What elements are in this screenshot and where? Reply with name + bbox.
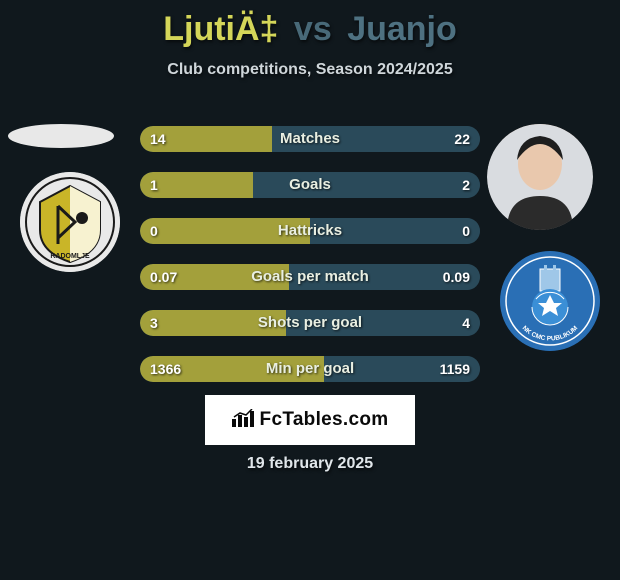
fctables-text: FcTables.com <box>260 409 389 431</box>
stat-bar-right <box>253 172 480 198</box>
player1-club-badge: RADOMLJE <box>20 172 120 272</box>
stat-bar-right <box>272 126 480 152</box>
stat-value-right: 1159 <box>440 356 470 382</box>
stat-bar-left <box>140 218 310 244</box>
stat-value-right: 0 <box>462 218 470 244</box>
stats-container: 1422Matches12Goals00Hattricks0.070.09Goa… <box>140 126 480 402</box>
player2-club-badge: NK CMC PUBLIKUM <box>500 251 600 351</box>
stat-value-left: 1366 <box>150 356 181 382</box>
stat-value-right: 2 <box>462 172 470 198</box>
stat-bar-right <box>310 218 480 244</box>
player2-avatar <box>487 124 593 230</box>
season-subtitle: Club competitions, Season 2024/2025 <box>0 61 620 79</box>
stat-row: 0.070.09Goals per match <box>140 264 480 290</box>
fctables-watermark: FcTables.com <box>205 395 415 445</box>
stat-value-right: 0.09 <box>443 264 470 290</box>
stat-value-right: 22 <box>454 126 470 152</box>
stat-value-left: 3 <box>150 310 158 336</box>
club2-badge-svg: NK CMC PUBLIKUM <box>500 251 600 351</box>
stat-row: 13661159Min per goal <box>140 356 480 382</box>
snapshot-date: 19 february 2025 <box>0 455 620 473</box>
stat-row: 00Hattricks <box>140 218 480 244</box>
stat-bar-right <box>286 310 480 336</box>
stat-value-left: 14 <box>150 126 166 152</box>
stat-row: 34Shots per goal <box>140 310 480 336</box>
stat-value-left: 1 <box>150 172 158 198</box>
stat-value-left: 0.07 <box>150 264 177 290</box>
club1-badge-svg: RADOMLJE <box>20 172 120 272</box>
stat-value-right: 4 <box>462 310 470 336</box>
fctables-icon <box>232 409 254 432</box>
player2-avatar-svg <box>487 124 593 230</box>
player1-avatar <box>8 124 114 148</box>
player1-name: LjutiÄ‡ <box>163 10 278 48</box>
vs-text: vs <box>294 10 332 48</box>
stat-value-left: 0 <box>150 218 158 244</box>
comparison-title: LjutiÄ‡ vs Juanjo <box>0 0 620 49</box>
stat-row: 1422Matches <box>140 126 480 152</box>
player2-name: Juanjo <box>347 10 457 48</box>
club1-text: RADOMLJE <box>50 253 90 260</box>
stat-row: 12Goals <box>140 172 480 198</box>
stat-bar-left <box>140 310 286 336</box>
